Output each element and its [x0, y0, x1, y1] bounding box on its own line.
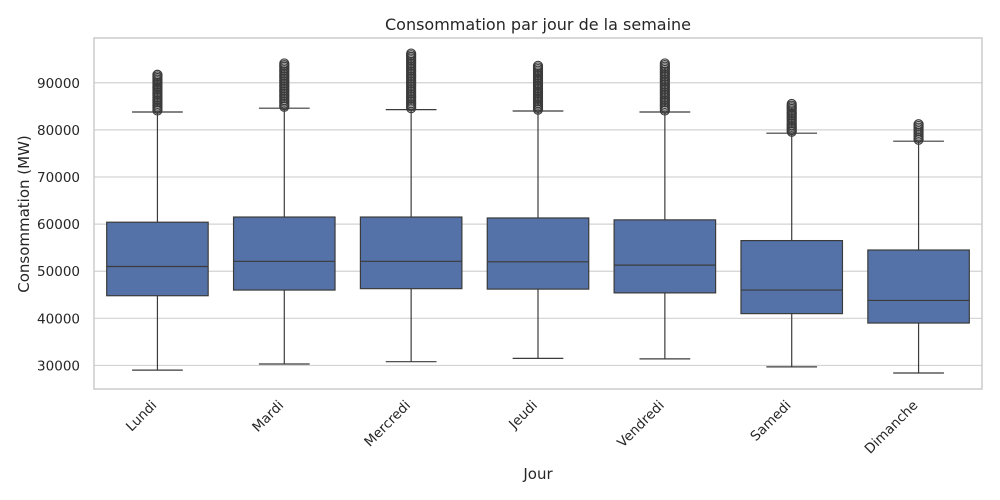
y-tick-labels: 30000 40000 50000 60000 70000 80000 90000: [37, 76, 80, 375]
outlier-point: [659, 58, 670, 69]
box-iqr: [613, 219, 717, 294]
box-mercredi: [359, 48, 463, 363]
chart-title: Consommation par jour de la semaine: [385, 15, 691, 34]
box-iqr: [232, 216, 336, 291]
box-iqr: [740, 239, 844, 315]
y-axis-label: Consommation (MW): [15, 135, 33, 293]
box-mardi: [232, 58, 336, 365]
box-samedi: [740, 98, 844, 368]
y-tick-label: 90000: [37, 76, 80, 92]
y-tick-label: 30000: [37, 358, 80, 374]
box-iqr: [867, 249, 970, 324]
plot-frame: [93, 37, 983, 390]
outlier-point: [406, 48, 417, 59]
box-dimanche: [867, 119, 970, 374]
x-tick-label: Dimanche: [862, 398, 922, 458]
x-tick-label: Samedi: [747, 398, 794, 445]
x-axis-label: Jour: [522, 465, 553, 483]
box-iqr: [106, 221, 209, 297]
box-vendredi: [613, 58, 717, 360]
x-tick-label: Lundi: [123, 398, 160, 435]
outlier-point: [279, 58, 290, 69]
x-tick-labels: Lundi Mardi Mercredi Jeudi Vendredi Samedi Dim…: [123, 398, 921, 458]
x-tick-label: Jeudi: [505, 398, 540, 433]
x-tick-label: Vendredi: [614, 398, 667, 451]
y-tick-label: 40000: [37, 311, 80, 327]
x-tick-label: Mardi: [249, 398, 287, 436]
box-iqr: [359, 216, 463, 290]
y-tick-label: 70000: [37, 170, 80, 186]
box-lundi: [106, 69, 209, 371]
box-series: [106, 48, 970, 374]
box-iqr: [486, 217, 590, 290]
x-tick-label: Mercredi: [361, 398, 414, 451]
outlier-point: [786, 98, 797, 110]
box-jeudi: [486, 60, 590, 359]
y-tick-label: 50000: [37, 264, 80, 280]
outlier-point: [913, 119, 924, 130]
y-tick-label: 80000: [37, 123, 80, 139]
y-tick-label: 60000: [37, 217, 80, 233]
outlier-point: [152, 69, 163, 80]
outlier-point: [532, 60, 544, 71]
